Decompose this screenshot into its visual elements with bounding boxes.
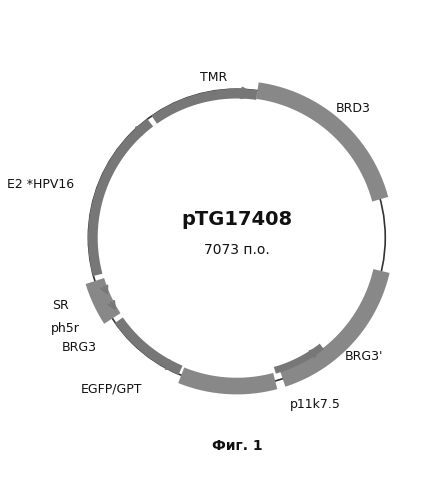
- Text: BRG3': BRG3': [345, 350, 383, 362]
- Text: SR: SR: [52, 299, 69, 312]
- Text: BRD3: BRD3: [336, 102, 370, 115]
- Text: p11k7.5: p11k7.5: [289, 398, 340, 410]
- Text: E2 *HPV16: E2 *HPV16: [8, 178, 74, 192]
- Text: BRG3: BRG3: [62, 341, 97, 354]
- Text: ph5r: ph5r: [51, 322, 80, 334]
- Text: Фиг. 1: Фиг. 1: [211, 439, 262, 453]
- Text: 7073 п.о.: 7073 п.о.: [204, 243, 270, 257]
- Text: EGFP/GPT: EGFP/GPT: [81, 382, 142, 395]
- Text: pTG17408: pTG17408: [181, 210, 292, 229]
- Text: TMR: TMR: [200, 70, 227, 84]
